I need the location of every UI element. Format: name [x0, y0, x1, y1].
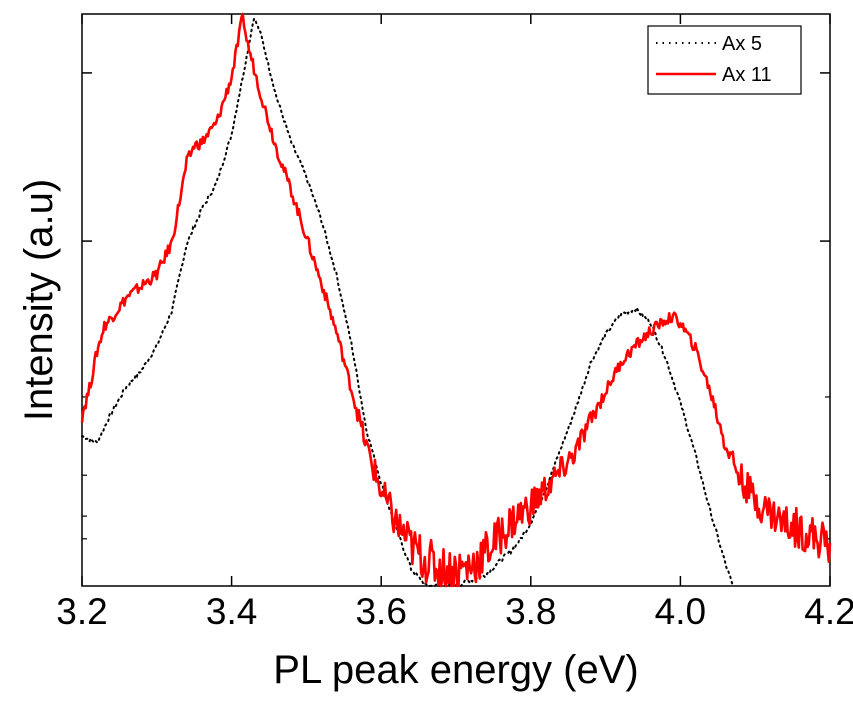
x-tick-label: 3.6 — [355, 591, 406, 632]
x-tick-label: 3.8 — [505, 591, 556, 632]
y-axis — [82, 72, 830, 540]
legend: Ax 5 Ax 11 — [647, 25, 802, 95]
y-axis-title: Intensity (a.u) — [17, 179, 61, 421]
x-axis: 3.2 3.4 3.6 3.8 4.0 4.2 — [56, 14, 853, 632]
series-layer — [80, 12, 832, 588]
plot-frame — [81, 13, 831, 587]
legend-label-ax11: Ax 11 — [722, 64, 772, 86]
legend-box — [647, 25, 802, 95]
x-tick-label: 3.2 — [56, 591, 107, 632]
series-line-ax5 — [81, 17, 734, 588]
legend-label-ax5: Ax 5 — [722, 33, 762, 55]
x-axis-title: PL peak energy (eV) — [273, 648, 638, 692]
x-tick-label: 4.0 — [655, 591, 706, 632]
series-line-ax11 — [80, 12, 832, 588]
x-tick-label: 3.4 — [206, 591, 257, 632]
x-tick-label: 4.2 — [804, 591, 853, 632]
